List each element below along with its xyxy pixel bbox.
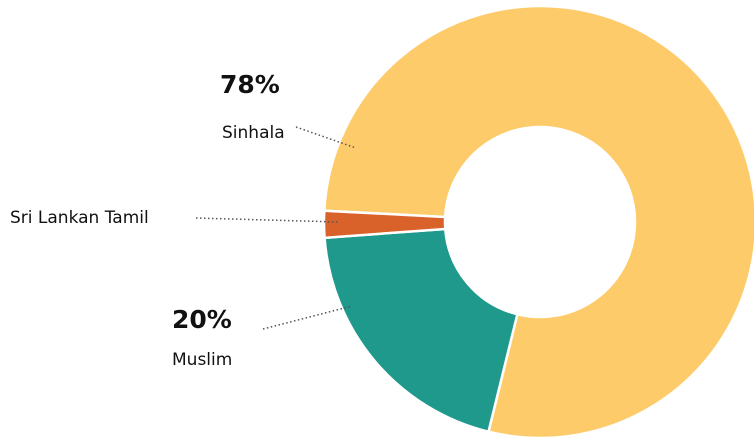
category-label: Sinhala: [222, 123, 285, 143]
donut-segment: [322, 4, 754, 437]
value-label: 20%: [172, 305, 232, 334]
category-label: Muslim: [172, 350, 232, 370]
leader-line: [295, 126, 357, 149]
leader-line: [262, 305, 353, 330]
value-label: 78%: [220, 70, 280, 99]
category-label: Sri Lankan Tamil: [10, 208, 149, 228]
leader-line: [195, 217, 339, 223]
donut-segment: [322, 209, 447, 240]
donut-segment: [323, 227, 519, 434]
